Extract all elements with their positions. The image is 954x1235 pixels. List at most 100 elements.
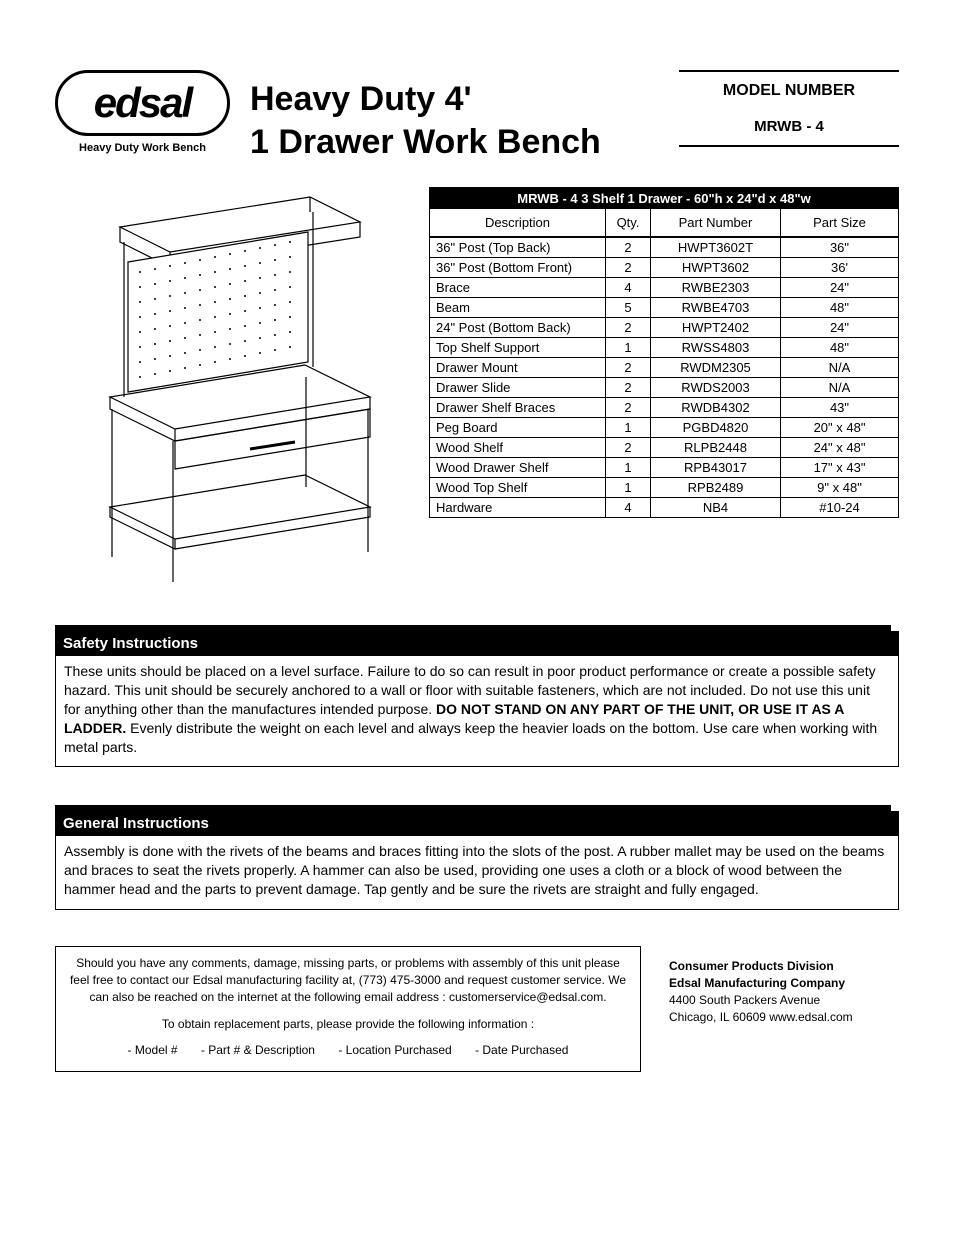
general-title: General Instructions [55,805,899,836]
table-cell: 48" [780,298,898,317]
contact-item-date: - Date Purchased [475,1043,568,1057]
contact-items: - Model # - Part # & Description - Locat… [68,1042,628,1059]
table-cell: Peg Board [430,418,605,437]
workbench-diagram [80,187,380,587]
contact-item-part: - Part # & Description [201,1043,315,1057]
table-cell: 36" Post (Bottom Front) [430,258,605,277]
company-line3: 4400 South Packers Avenue [669,992,899,1009]
col-partsize: Part Size [780,209,898,236]
general-body: Assembly is done with the rivets of the … [55,836,899,910]
table-cell: HWPT2402 [650,318,780,337]
table-cell: 24" [780,318,898,337]
table-cell: 2 [605,358,650,377]
table-cell: RWDS2003 [650,378,780,397]
table-cell: 2 [605,378,650,397]
contact-item-location: - Location Purchased [338,1043,451,1057]
table-cell: 1 [605,478,650,497]
table-cell: 24" [780,278,898,297]
footer: Should you have any comments, damage, mi… [55,946,899,1072]
table-row: Drawer Slide2RWDS2003N/A [430,377,898,397]
table-cell: Top Shelf Support [430,338,605,357]
company-line4: Chicago, IL 60609 www.edsal.com [669,1009,899,1026]
contact-para2: To obtain replacement parts, please prov… [68,1016,628,1033]
table-row: Wood Shelf2RLPB244824" x 48" [430,437,898,457]
col-description: Description [430,209,605,236]
table-cell: N/A [780,358,898,377]
parts-table-header: Description Qty. Part Number Part Size [430,209,898,237]
parts-table-title: MRWB - 4 3 Shelf 1 Drawer - 60"h x 24"d … [430,188,898,209]
parts-table-body: 36" Post (Top Back)2HWPT3602T36"36" Post… [430,237,898,517]
table-cell: 2 [605,438,650,457]
table-row: Beam5RWBE470348" [430,297,898,317]
logo-text: edsal [94,79,191,127]
title-block: Heavy Duty 4' 1 Drawer Work Bench [250,70,659,163]
table-cell: Beam [430,298,605,317]
edsal-logo: edsal [55,70,230,136]
contact-box: Should you have any comments, damage, mi… [55,946,641,1072]
safety-body: These units should be placed on a level … [55,656,899,767]
table-row: Drawer Mount2RWDM2305N/A [430,357,898,377]
table-cell: Wood Shelf [430,438,605,457]
company-line2: Edsal Manufacturing Company [669,975,899,992]
general-section: General Instructions Assembly is done wi… [55,805,899,910]
table-cell: 5 [605,298,650,317]
table-row: 36" Post (Bottom Front)2HWPT360236' [430,257,898,277]
logo-block: edsal Heavy Duty Work Bench [55,70,230,154]
safety-text-b: Evenly distribute the weight on each lev… [64,720,877,755]
table-cell: NB4 [650,498,780,517]
contact-para1: Should you have any comments, damage, mi… [68,955,628,1005]
safety-title: Safety Instructions [55,625,899,656]
table-cell: HWPT3602T [650,238,780,257]
table-cell: 1 [605,338,650,357]
table-cell: RWBE4703 [650,298,780,317]
table-cell: RWDM2305 [650,358,780,377]
table-row: Top Shelf Support1RWSS480348" [430,337,898,357]
table-cell: 36" Post (Top Back) [430,238,605,257]
model-label: MODEL NUMBER [679,82,899,100]
table-cell: Wood Top Shelf [430,478,605,497]
table-cell: 2 [605,238,650,257]
table-cell: N/A [780,378,898,397]
table-cell: 2 [605,258,650,277]
title-line1: Heavy Duty 4' [250,78,659,121]
table-cell: Drawer Slide [430,378,605,397]
model-number-box: MODEL NUMBER MRWB - 4 [679,70,899,147]
diagram-wrap [55,187,405,587]
table-row: Brace4RWBE230324" [430,277,898,297]
logo-caption: Heavy Duty Work Bench [55,142,230,154]
table-row: Drawer Shelf Braces2RWDB430243" [430,397,898,417]
table-cell: 4 [605,498,650,517]
table-cell: PGBD4820 [650,418,780,437]
table-cell: 48" [780,338,898,357]
middle-row: MRWB - 4 3 Shelf 1 Drawer - 60"h x 24"d … [55,187,899,587]
table-cell: 2 [605,318,650,337]
table-cell: Brace [430,278,605,297]
parts-table: MRWB - 4 3 Shelf 1 Drawer - 60"h x 24"d … [429,187,899,518]
model-value: MRWB - 4 [679,118,899,135]
table-cell: 2 [605,398,650,417]
table-cell: RPB43017 [650,458,780,477]
safety-section: Safety Instructions These units should b… [55,625,899,767]
table-cell: Wood Drawer Shelf [430,458,605,477]
col-partnumber: Part Number [650,209,780,236]
table-cell: RPB2489 [650,478,780,497]
table-cell: 24" x 48" [780,438,898,457]
table-cell: #10-24 [780,498,898,517]
table-cell: 43" [780,398,898,417]
col-qty: Qty. [605,209,650,236]
table-cell: HWPT3602 [650,258,780,277]
title-line2: 1 Drawer Work Bench [250,121,659,164]
contact-item-model: - Model # [128,1043,178,1057]
table-cell: 36" [780,238,898,257]
table-row: 36" Post (Top Back)2HWPT3602T36" [430,237,898,257]
table-cell: 24" Post (Bottom Back) [430,318,605,337]
table-row: Peg Board1PGBD482020" x 48" [430,417,898,437]
table-cell: Hardware [430,498,605,517]
company-block: Consumer Products Division Edsal Manufac… [669,946,899,1025]
table-row: 24" Post (Bottom Back)2HWPT240224" [430,317,898,337]
table-cell: RLPB2448 [650,438,780,457]
table-cell: Drawer Shelf Braces [430,398,605,417]
table-cell: 4 [605,278,650,297]
table-row: Hardware4NB4#10-24 [430,497,898,517]
table-cell: 1 [605,418,650,437]
